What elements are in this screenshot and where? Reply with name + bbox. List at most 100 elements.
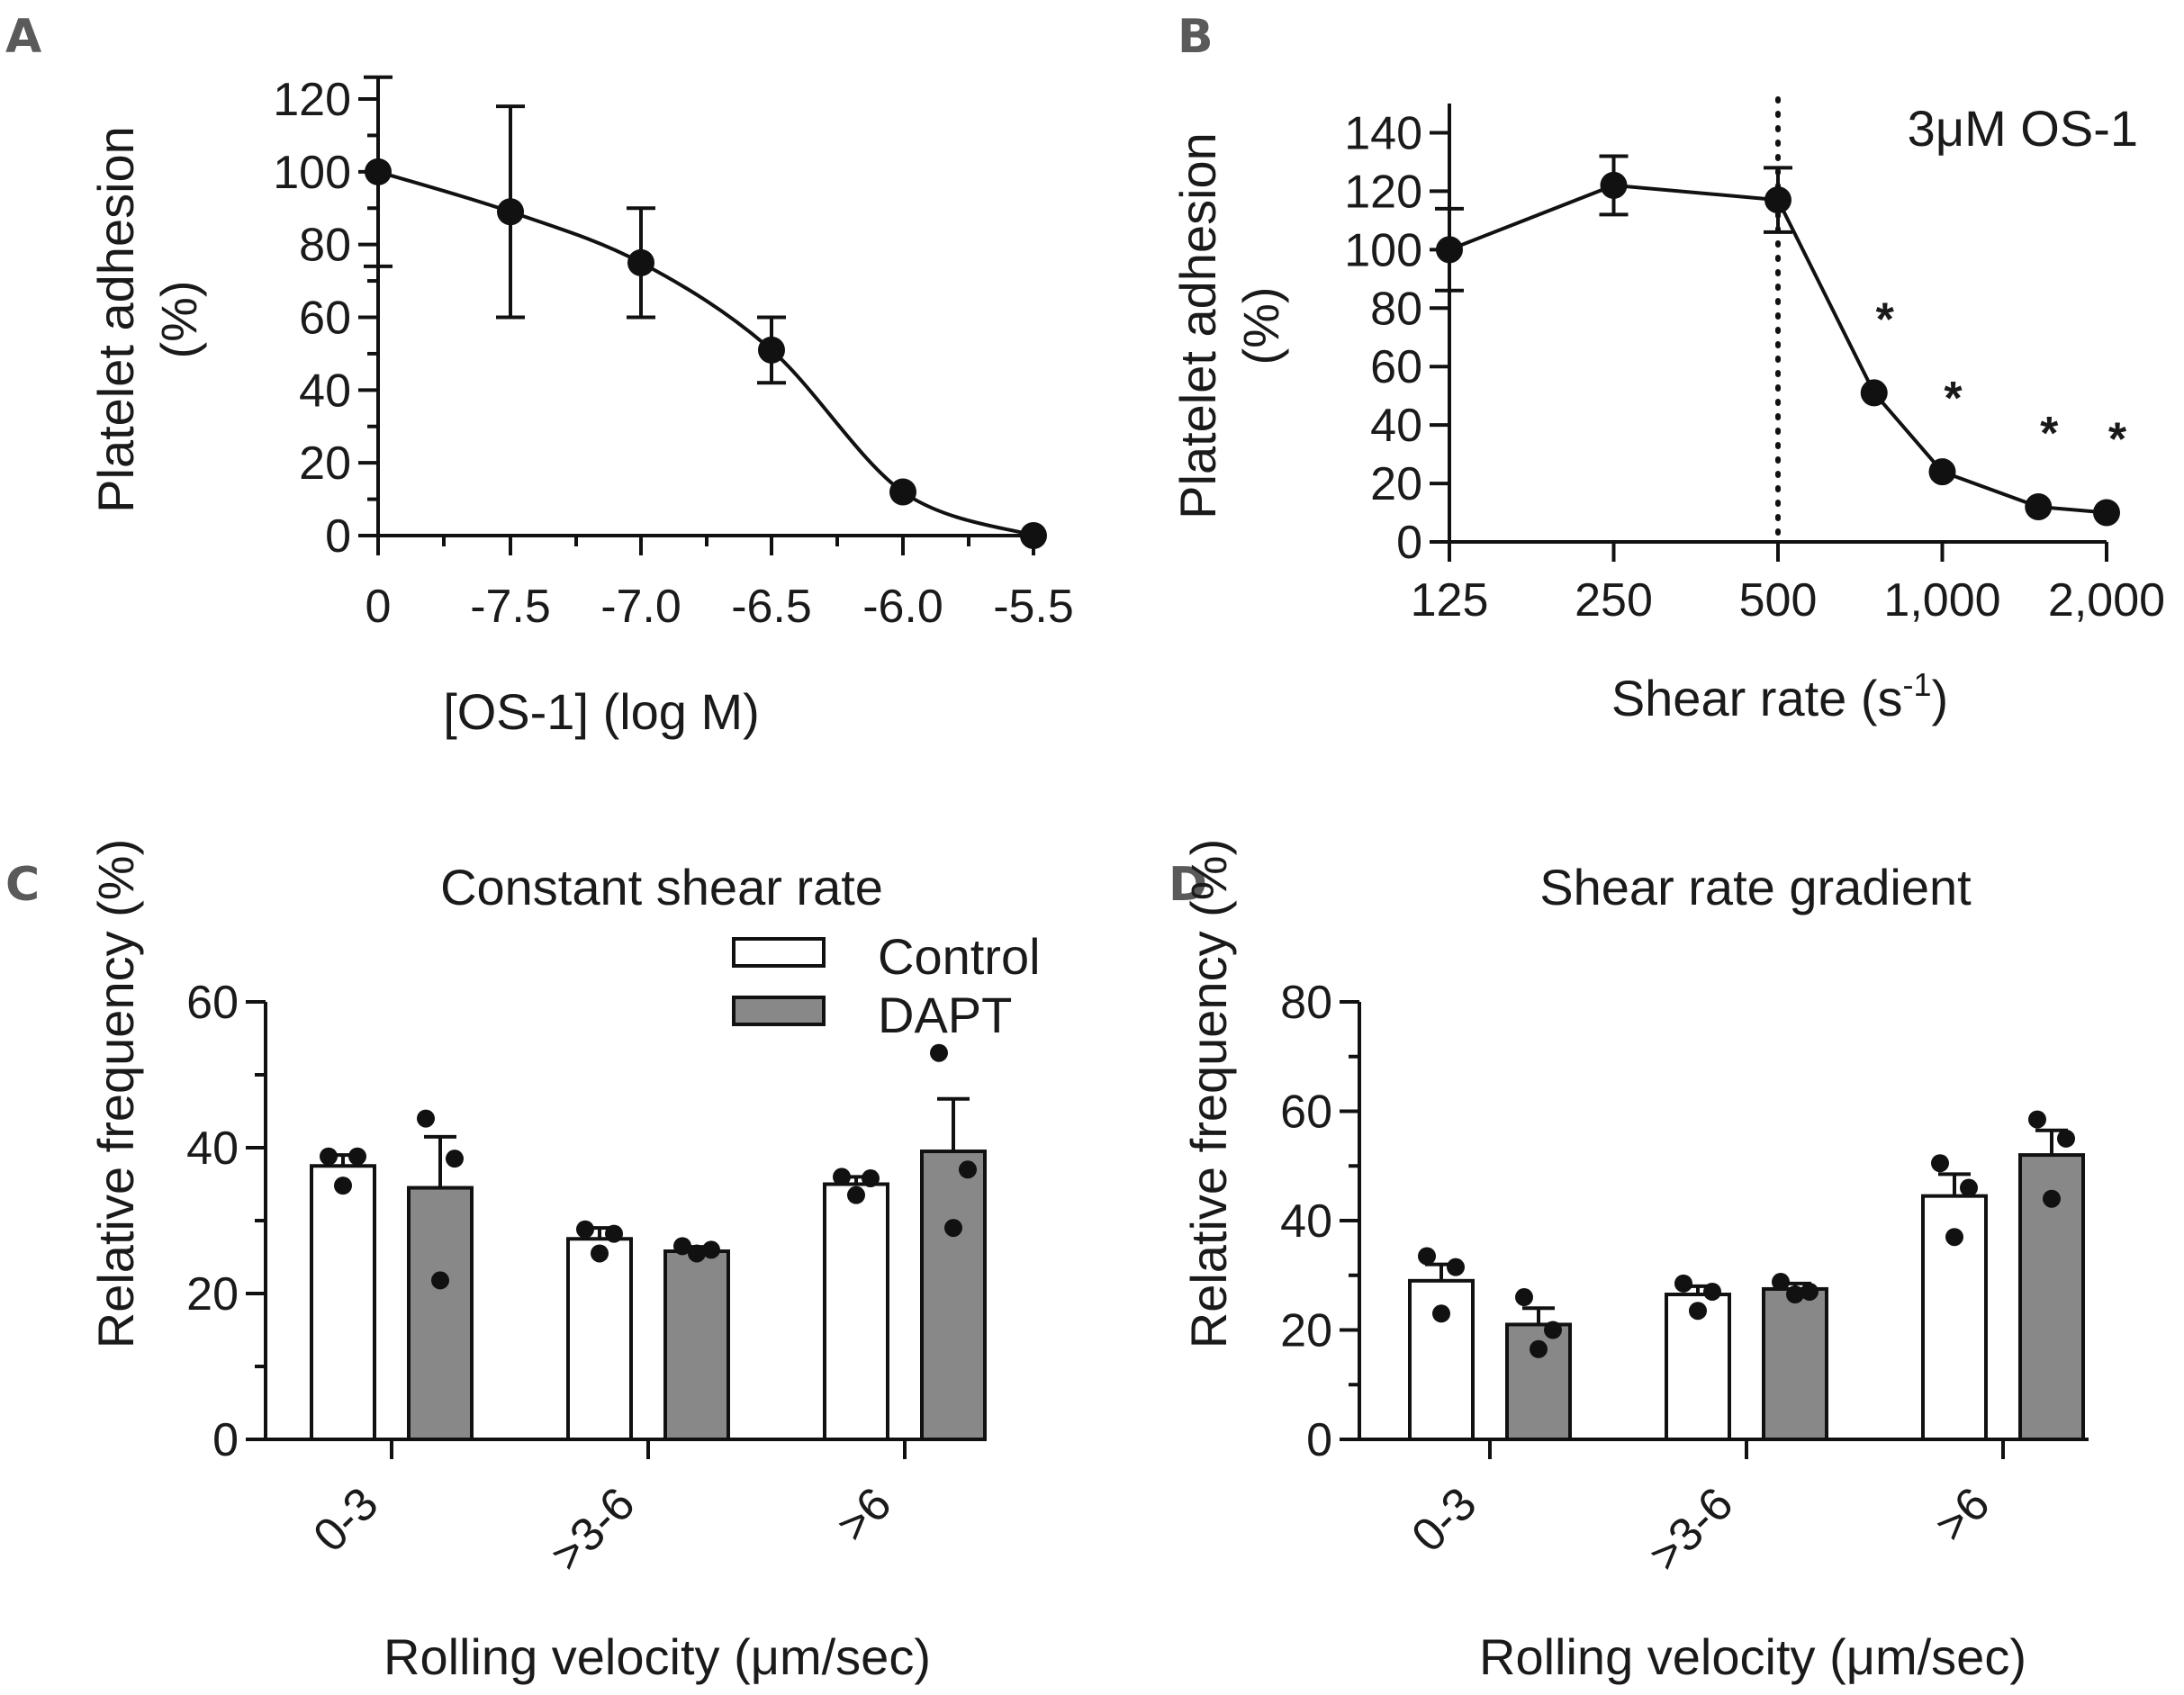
significance-star-b: * [1876,293,1895,346]
legend-label-dapt: DAPT [878,987,1012,1043]
replicate-point-d [2057,1129,2075,1148]
y-tick-label-d: 20 [1280,1305,1332,1357]
bar-c [407,1186,474,1442]
x-axis-title-a: [OS-1] (log M) [443,683,760,740]
replicate-point-d [1674,1274,1692,1293]
replicate-point-d [1447,1258,1465,1276]
replicate-point-d [1772,1273,1790,1292]
replicate-point-c [959,1160,977,1179]
replicate-point-c [348,1147,366,1166]
y-axis-title-unit-b: (%) [1232,286,1289,365]
y-tick-label-a: 120 [273,74,351,126]
y-axis-title-unit-a: (%) [150,280,207,358]
significance-star-b: * [2108,414,2127,466]
x-axis-title-b: Shear rate (s-1) [1611,666,1948,726]
data-point-b [2025,493,2053,521]
legend-swatch-control [732,937,826,968]
data-point-a [889,478,916,506]
x-tick-label-a: 0 [366,581,392,633]
bar-c [663,1249,730,1442]
x-tick-label-a: -7.5 [470,581,551,633]
replicate-point-d [1800,1282,1818,1301]
replicate-point-d [1931,1154,1949,1173]
replicate-point-c [944,1219,962,1238]
x-tick-label-b: 250 [1575,574,1653,627]
replicate-point-c [930,1043,948,1062]
y-tick-label-d: 60 [1280,1086,1332,1139]
y-tick-label-a: 20 [299,437,351,490]
replicate-point-d [1786,1285,1804,1304]
panel-b-chart: 0 20 40 60 80 100 120 140 125 250 500 1,000 2,000 * * *… [1169,96,2165,726]
y-tick-label-c: 20 [186,1268,239,1321]
panel-letter-c: C [5,858,40,912]
x-tick-label-d: 0-3 [1402,1477,1486,1562]
y-tick-label-b: 140 [1344,107,1422,159]
bar-c [920,1150,987,1442]
x-tick-label-c: >3-6 [541,1477,645,1582]
legend: Control DAPT [732,928,1041,1043]
data-point-b [2093,499,2120,527]
y-tick-label-a: 40 [299,365,351,417]
y-tick-label-d: 0 [1306,1414,1332,1466]
y-tick-label-a: 60 [299,293,351,345]
legend-swatch-dapt [732,996,826,1026]
bar-c [823,1182,889,1441]
replicate-point-c [862,1169,880,1188]
replicate-point-d [1515,1288,1533,1307]
y-tick-label-c: 60 [186,977,239,1029]
data-point-b [1928,458,1956,486]
y-tick-label-b: 120 [1344,166,1422,218]
y-tick-label-c: 0 [212,1414,239,1466]
bar-c [566,1237,633,1441]
y-axis-title-a: Platelet adhesion [87,126,144,513]
panel-a-chart: 0 20 40 60 80 100 120 0 -7.5 -7.0 -6.5 -6.0 -5.5 [OS-… [87,74,1074,740]
data-point-b [1600,171,1628,199]
x-axis-title-end-b: ) [1932,670,1949,726]
y-tick-label-b: 40 [1370,400,1422,452]
data-point-b [1436,236,1463,264]
panel-letter-b: B [1178,10,1214,64]
y-tick-label-b: 0 [1396,517,1422,569]
bar-c [310,1164,376,1441]
y-tick-label-b: 100 [1344,224,1422,276]
replicate-point-d [1418,1247,1436,1266]
x-tick-label-c: 0-3 [303,1477,388,1562]
replicate-point-d [1960,1178,1978,1197]
panel-letter-a: A [5,10,41,64]
data-point-b [1764,186,1791,214]
replicate-point-d [1703,1282,1721,1301]
chart-title-c: Constant shear rate [440,859,883,915]
replicate-point-d [1544,1321,1562,1339]
y-tick-label-a: 0 [325,510,351,563]
y-tick-label-d: 80 [1280,977,1332,1029]
panel-letter-d: D [1169,858,1207,912]
x-tick-label-a: -7.0 [600,581,681,633]
replicate-point-c [673,1237,691,1256]
replicate-point-d [1945,1228,1963,1247]
x-tick-label-a: -6.5 [731,581,812,633]
x-tick-label-d: >3-6 [1639,1477,1744,1582]
y-tick-label-d: 40 [1280,1195,1332,1248]
replicate-point-d [1530,1339,1548,1358]
x-tick-label-c: >6 [827,1477,902,1552]
x-axis-title-sup-b: -1 [1903,666,1932,703]
data-point-a [1020,522,1047,549]
replicate-point-c [417,1109,435,1128]
data-point-a [627,248,654,276]
replicate-point-c [431,1271,449,1290]
annotation-b: 3μM OS-1 [1908,100,2138,157]
replicate-point-c [847,1186,865,1204]
replicate-point-c [334,1177,352,1195]
y-axis-title-c: Relative frequency (%) [87,839,144,1348]
panel-d-chart: 0 20 40 60 80 0-3 >3-6 >6 Shear rate gradient Rol… [1180,839,2089,1685]
y-tick-label-b: 60 [1370,341,1422,393]
significance-star-b: * [1944,373,1963,425]
y-tick-label-a: 100 [273,147,351,199]
x-tick-label-a: -5.5 [993,581,1074,633]
data-point-b [1860,379,1888,407]
replicate-point-c [320,1147,338,1166]
bar-d [1408,1278,1475,1441]
chart-title-d: Shear rate gradient [1539,859,1972,915]
x-axis-title-c: Rolling velocity (μm/sec) [384,1628,931,1685]
bar-d [1762,1286,1828,1441]
